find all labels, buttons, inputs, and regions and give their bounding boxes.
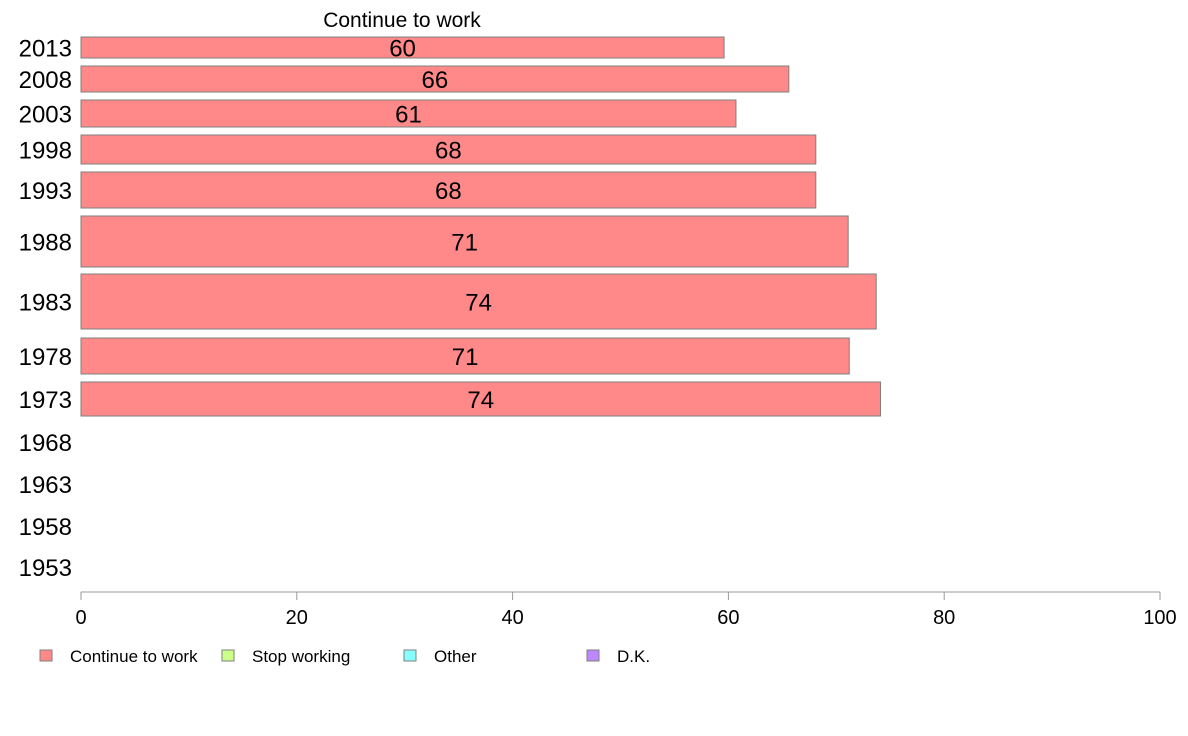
legend-label: D.K. (617, 647, 650, 666)
data-label: 61 (395, 102, 422, 129)
data-label: 74 (465, 290, 492, 317)
bar (80, 381, 882, 417)
data-label: 71 (451, 230, 478, 257)
y-tick-label: 1998 (19, 138, 72, 165)
y-tick-label: 1958 (19, 514, 72, 541)
bar (80, 337, 850, 375)
y-tick-label: 2003 (19, 102, 72, 129)
y-tick-label: 1978 (19, 344, 72, 371)
bar (80, 273, 877, 330)
y-tick-label: 1953 (19, 555, 72, 582)
y-tick-label: 2008 (19, 67, 72, 94)
y-tick-label: 1968 (19, 430, 72, 457)
bar (80, 65, 790, 93)
y-tick-label: 1973 (19, 387, 72, 414)
y-axis-labels: 2013 2008 2003 1998 1993 1988 1983 1978 1973 1968… (19, 36, 72, 583)
x-tick-label: 100 (1143, 607, 1176, 629)
y-tick-label: 2013 (19, 36, 72, 63)
bar (80, 171, 817, 209)
chart-title: Continue to work (323, 9, 481, 32)
data-label: 60 (389, 36, 416, 63)
legend-label: Continue to work (70, 647, 198, 666)
data-label: 71 (452, 344, 479, 371)
data-label: 68 (435, 178, 462, 205)
data-label: 74 (467, 387, 494, 414)
legend-label: Other (434, 647, 477, 666)
legend-swatch (403, 649, 417, 662)
x-tick-label: 20 (286, 607, 308, 629)
legend: Continue to work Stop working Other D.K. (39, 647, 650, 666)
x-axis: 0 20 40 60 80 100 (75, 591, 1177, 629)
bar (80, 215, 849, 268)
y-tick-label: 1963 (19, 472, 72, 499)
bar (80, 36, 725, 59)
bar (80, 134, 817, 165)
y-tick-label: 1988 (19, 230, 72, 257)
legend-label: Stop working (252, 647, 350, 666)
x-tick-label: 80 (933, 607, 955, 629)
legend-swatch (221, 649, 235, 662)
x-tick-label: 40 (501, 607, 523, 629)
data-label: 66 (422, 67, 449, 94)
legend-swatch (39, 649, 53, 662)
data-label: 68 (435, 138, 462, 165)
x-tick-label: 60 (717, 607, 739, 629)
bar (80, 99, 737, 128)
y-tick-label: 1993 (19, 178, 72, 205)
legend-swatch (586, 649, 600, 662)
y-tick-label: 1983 (19, 290, 72, 317)
x-tick-label: 0 (75, 607, 86, 629)
